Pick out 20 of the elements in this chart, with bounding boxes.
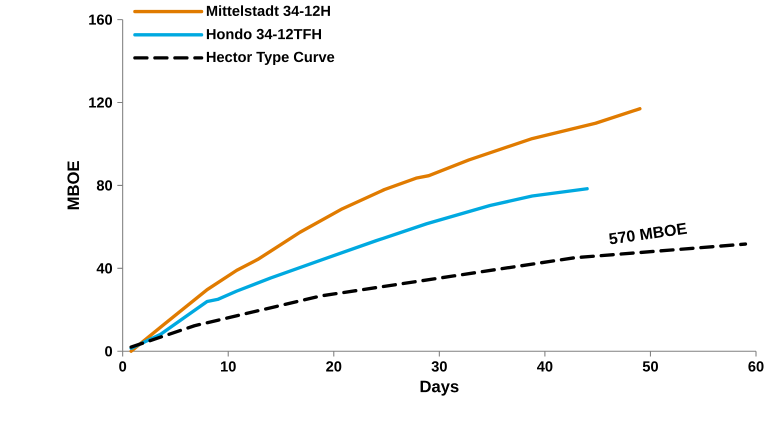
x-tick-label: 0 xyxy=(119,361,126,372)
x-tick-label: 30 xyxy=(432,361,447,372)
legend-label: Hector Type Curve xyxy=(206,52,334,66)
line-series xyxy=(129,187,589,350)
legend-label: Mittelstadt 34-12H xyxy=(206,6,330,16)
y-tick-label: 40 xyxy=(96,263,112,274)
y-tick-label: 80 xyxy=(96,180,112,191)
x-tick-label: 50 xyxy=(642,361,658,372)
y-tick-label: 120 xyxy=(89,98,112,108)
y-axis-title: MBOE xyxy=(67,161,80,210)
x-tick-label: 20 xyxy=(326,361,342,372)
y-tick-label: 0 xyxy=(105,346,112,357)
line-series xyxy=(129,107,642,354)
x-tick-label: 40 xyxy=(536,361,552,372)
x-axis-title: Days xyxy=(420,380,459,396)
y-tick-label: 160 xyxy=(89,14,112,25)
x-tick-label: 10 xyxy=(221,361,236,372)
legend-label: Hondo 34-12TFH xyxy=(206,28,321,40)
x-tick-label: 60 xyxy=(748,361,764,372)
annotation: 570 MBOE xyxy=(609,222,688,244)
